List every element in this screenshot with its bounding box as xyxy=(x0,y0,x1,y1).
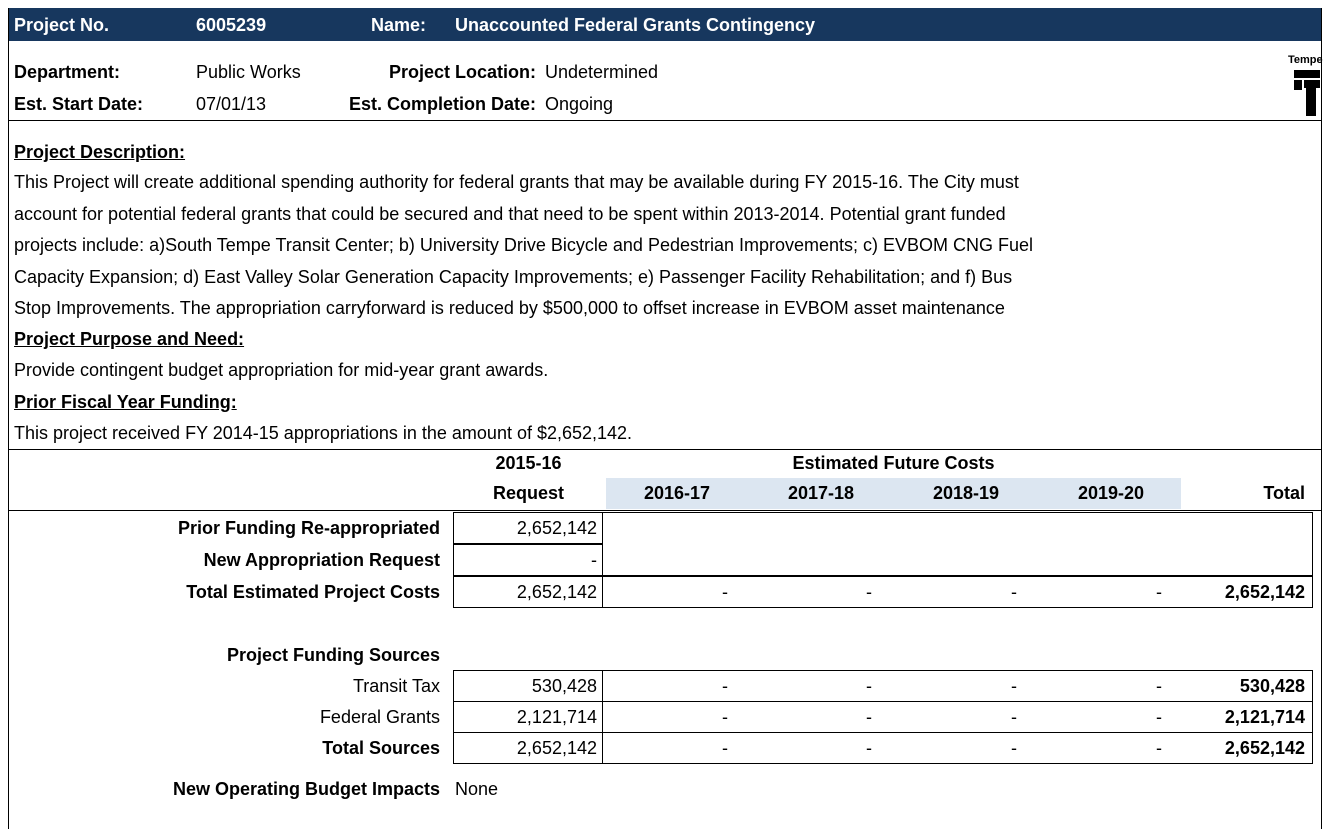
cell: - xyxy=(866,582,872,602)
heading: Project Description: xyxy=(14,142,186,162)
row-label: New Operating Budget Impacts xyxy=(172,779,440,799)
row-label: Transit Tax xyxy=(352,676,440,696)
cell: - xyxy=(866,707,872,727)
paragraph-line: Stop Improvements. The appropriation car… xyxy=(14,298,1005,318)
column-header: Total xyxy=(1263,483,1305,503)
column-header: 2019-20 xyxy=(1077,483,1145,503)
cell: 2,652,142 xyxy=(1224,582,1305,602)
cell: 2,121,714 xyxy=(516,707,597,727)
column-header: 2018-19 xyxy=(932,483,1000,503)
label: Est. Completion Date: xyxy=(348,94,536,114)
column-header: 2016-17 xyxy=(643,483,711,503)
request-cell xyxy=(453,576,603,608)
paragraph: This project received FY 2014-15 appropr… xyxy=(14,423,633,443)
label: Department: xyxy=(14,62,121,82)
row-label: Project Funding Sources xyxy=(226,645,440,665)
logo-icon xyxy=(1294,70,1320,116)
cell: - xyxy=(722,707,728,727)
cell: - xyxy=(1156,738,1162,758)
row-label: New Appropriation Request xyxy=(203,550,440,570)
paragraph-line: This Project will create additional spen… xyxy=(14,172,1019,192)
value: 6005239 xyxy=(196,15,267,35)
cell: - xyxy=(1011,738,1017,758)
label: Project No. xyxy=(14,15,110,35)
cell: - xyxy=(1156,707,1162,727)
cell: - xyxy=(591,550,597,570)
cell: - xyxy=(722,738,728,758)
cell: 2,652,142 xyxy=(516,582,597,602)
cell: - xyxy=(1011,582,1017,602)
cell: - xyxy=(1156,676,1162,696)
paragraph-line: Capacity Expansion; d) East Valley Solar… xyxy=(14,266,1013,287)
cell: None xyxy=(455,779,499,799)
future-shade xyxy=(606,478,1181,509)
cell: 2,121,714 xyxy=(1224,707,1305,727)
row-label: Total Sources xyxy=(322,738,440,758)
rule xyxy=(8,449,1322,450)
heading: Prior Fiscal Year Funding: xyxy=(14,392,237,412)
rule xyxy=(8,510,1322,511)
cell: - xyxy=(1011,707,1017,727)
header-bar xyxy=(8,8,1322,41)
cell: 2,652,142 xyxy=(516,518,597,538)
cell: - xyxy=(1011,676,1017,696)
request-cell xyxy=(453,732,603,764)
value: Ongoing xyxy=(545,94,614,114)
cell: 530,428 xyxy=(531,676,597,696)
cell: 530,428 xyxy=(1239,676,1305,696)
cell: 2,652,142 xyxy=(516,738,597,758)
column-header: 2015-16 xyxy=(495,453,562,473)
value: Unaccounted Federal Grants Contingency xyxy=(455,15,816,35)
cell: - xyxy=(722,582,728,602)
column-header: Request xyxy=(492,483,564,503)
outer-left xyxy=(8,8,9,829)
paragraph-line: projects include: a)South Tempe Transit … xyxy=(14,235,1034,255)
cell: - xyxy=(866,676,872,696)
cell: - xyxy=(722,676,728,696)
row-label: Prior Funding Re-appropriated xyxy=(177,518,440,538)
future-empty-box xyxy=(602,512,1313,576)
label: Project Location: xyxy=(388,62,536,82)
logo-text: Tempe xyxy=(1288,54,1323,66)
rule xyxy=(8,120,1322,121)
paragraph-line: account for potential federal grants tha… xyxy=(14,203,1006,224)
cell: - xyxy=(866,738,872,758)
row-label: Total Estimated Project Costs xyxy=(186,582,440,602)
value: Public Works xyxy=(196,62,301,82)
column-header: 2017-18 xyxy=(787,483,855,503)
row-label: Federal Grants xyxy=(319,707,440,727)
heading: Project Purpose and Need: xyxy=(14,329,245,349)
paragraph: Provide contingent budget appropriation … xyxy=(14,360,549,380)
label: Est. Start Date: xyxy=(14,94,144,114)
cell: - xyxy=(1156,582,1162,602)
column-header: Estimated Future Costs xyxy=(792,453,995,473)
outer-right xyxy=(1321,8,1322,829)
label: Name: xyxy=(371,15,427,35)
cell: 2,652,142 xyxy=(1224,738,1305,758)
value: Undetermined xyxy=(545,62,659,82)
value: 07/01/13 xyxy=(196,94,267,114)
